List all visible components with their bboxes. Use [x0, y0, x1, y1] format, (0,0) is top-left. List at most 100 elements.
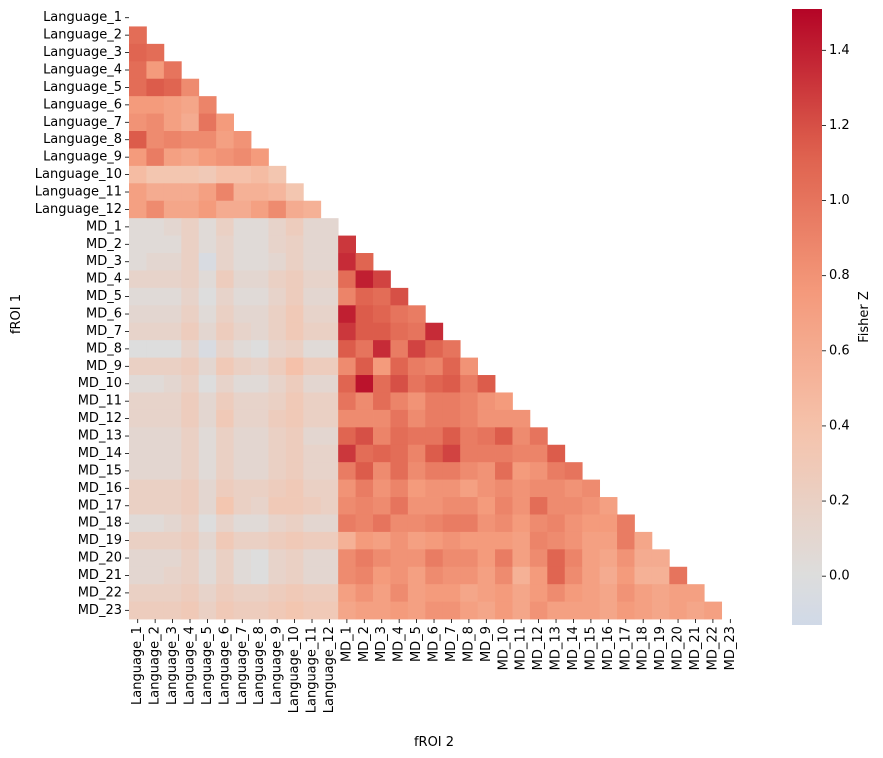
- heatmap-cell: [129, 584, 147, 603]
- heatmap-cell: [390, 427, 409, 446]
- heatmap-cell: [617, 584, 635, 603]
- heatmap-cell: [320, 322, 339, 341]
- colorbar-tick-label: 1.4: [829, 43, 850, 58]
- heatmap-cell: [198, 305, 217, 324]
- heatmap-cell: [477, 549, 496, 568]
- heatmap-cell: [460, 375, 478, 393]
- heatmap-cell: [564, 584, 583, 603]
- heatmap-cell: [233, 287, 252, 306]
- heatmap-cell: [251, 531, 269, 550]
- heatmap-cell: [442, 375, 461, 393]
- heatmap-cell: [407, 479, 426, 498]
- heatmap-cell: [216, 165, 234, 184]
- heatmap-cell: [268, 566, 287, 585]
- heatmap-cell: [460, 514, 478, 533]
- heatmap-cell: [599, 514, 618, 533]
- x-tick-label: MD_2: [357, 626, 372, 662]
- heatmap-cell: [390, 357, 409, 376]
- heatmap-cell: [129, 253, 147, 271]
- heatmap-cell: [216, 427, 234, 446]
- heatmap-cell: [216, 200, 234, 219]
- heatmap-cell: [303, 601, 322, 620]
- heatmap-cell: [373, 566, 391, 585]
- heatmap-cell: [198, 444, 217, 463]
- heatmap-cell: [268, 305, 287, 324]
- heatmap-cell: [251, 427, 269, 446]
- heatmap-cell: [181, 78, 200, 97]
- heatmap-cell: [303, 357, 322, 376]
- heatmap-cell: [407, 392, 426, 411]
- heatmap-cell: [198, 235, 217, 254]
- heatmap-cell: [355, 392, 374, 411]
- heatmap-cell: [355, 287, 374, 306]
- heatmap-cell: [146, 566, 165, 585]
- heatmap-cell: [547, 444, 566, 463]
- heatmap-cell: [338, 340, 356, 358]
- y-tick-label: MD_6: [86, 307, 122, 322]
- heatmap-cell: [442, 444, 461, 463]
- heatmap-cell: [233, 409, 252, 428]
- y-tick-label: MD_3: [86, 254, 122, 269]
- heatmap-cell: [233, 601, 252, 620]
- heatmap-cell: [163, 409, 182, 428]
- heatmap-cell: [285, 183, 304, 202]
- heatmap-cell: [390, 340, 409, 358]
- heatmap-cell: [251, 148, 269, 167]
- y-tick-label: MD_7: [86, 324, 122, 339]
- heatmap-cell: [198, 409, 217, 428]
- heatmap-cell: [146, 287, 165, 306]
- heatmap-cell: [146, 218, 165, 236]
- heatmap-cell: [564, 549, 583, 568]
- heatmap-cell: [355, 479, 374, 498]
- heatmap-cell: [163, 566, 182, 585]
- heatmap-cell: [268, 392, 287, 411]
- x-tick-label: MD_23: [723, 626, 738, 670]
- heatmap-cell: [320, 392, 339, 411]
- x-tick-label: MD_22: [705, 626, 720, 670]
- heatmap-cell: [425, 497, 444, 515]
- heatmap-cell: [268, 200, 287, 219]
- heatmap-cell: [617, 531, 635, 550]
- heatmap-cell: [181, 357, 200, 376]
- heatmap-cell: [251, 601, 269, 620]
- heatmap-cell: [303, 375, 322, 393]
- heatmap-cell: [407, 305, 426, 324]
- heatmap-cell: [268, 322, 287, 341]
- heatmap-cell: [407, 409, 426, 428]
- heatmap-cell: [181, 235, 200, 254]
- heatmap-cell: [407, 427, 426, 446]
- heatmap-cell: [442, 409, 461, 428]
- heatmap-cell: [268, 444, 287, 463]
- heatmap-cell: [564, 479, 583, 498]
- heatmap-cell: [129, 566, 147, 585]
- heatmap-cell: [129, 96, 147, 114]
- y-tick-label: MD_14: [78, 446, 122, 461]
- heatmap-cell: [564, 497, 583, 515]
- heatmap-cell: [198, 131, 217, 149]
- heatmap-cell: [163, 287, 182, 306]
- heatmap-cell: [233, 131, 252, 149]
- x-tick-label: Language_4: [183, 626, 198, 705]
- x-tick-label: MD_17: [618, 626, 633, 670]
- heatmap-cell: [460, 444, 478, 463]
- heatmap-cell: [233, 200, 252, 219]
- heatmap-cell: [233, 183, 252, 202]
- heatmap-cell: [285, 375, 304, 393]
- heatmap-cell: [233, 340, 252, 358]
- x-tick-label: MD_3: [374, 626, 389, 662]
- heatmap-cell: [181, 131, 200, 149]
- heatmap-cell: [163, 218, 182, 236]
- heatmap-cell: [198, 514, 217, 533]
- y-tick-label: MD_1: [86, 219, 122, 234]
- heatmap-cell: [373, 427, 391, 446]
- heatmap-cell: [163, 270, 182, 289]
- heatmap-cell: [216, 601, 234, 620]
- heatmap-cell: [251, 444, 269, 463]
- heatmap-cell: [198, 253, 217, 271]
- heatmap-cell: [547, 497, 566, 515]
- heatmap-cell: [285, 392, 304, 411]
- heatmap-cell: [268, 253, 287, 271]
- heatmap-cell: [442, 392, 461, 411]
- heatmap-cell: [163, 183, 182, 202]
- heatmap-cell: [338, 287, 356, 306]
